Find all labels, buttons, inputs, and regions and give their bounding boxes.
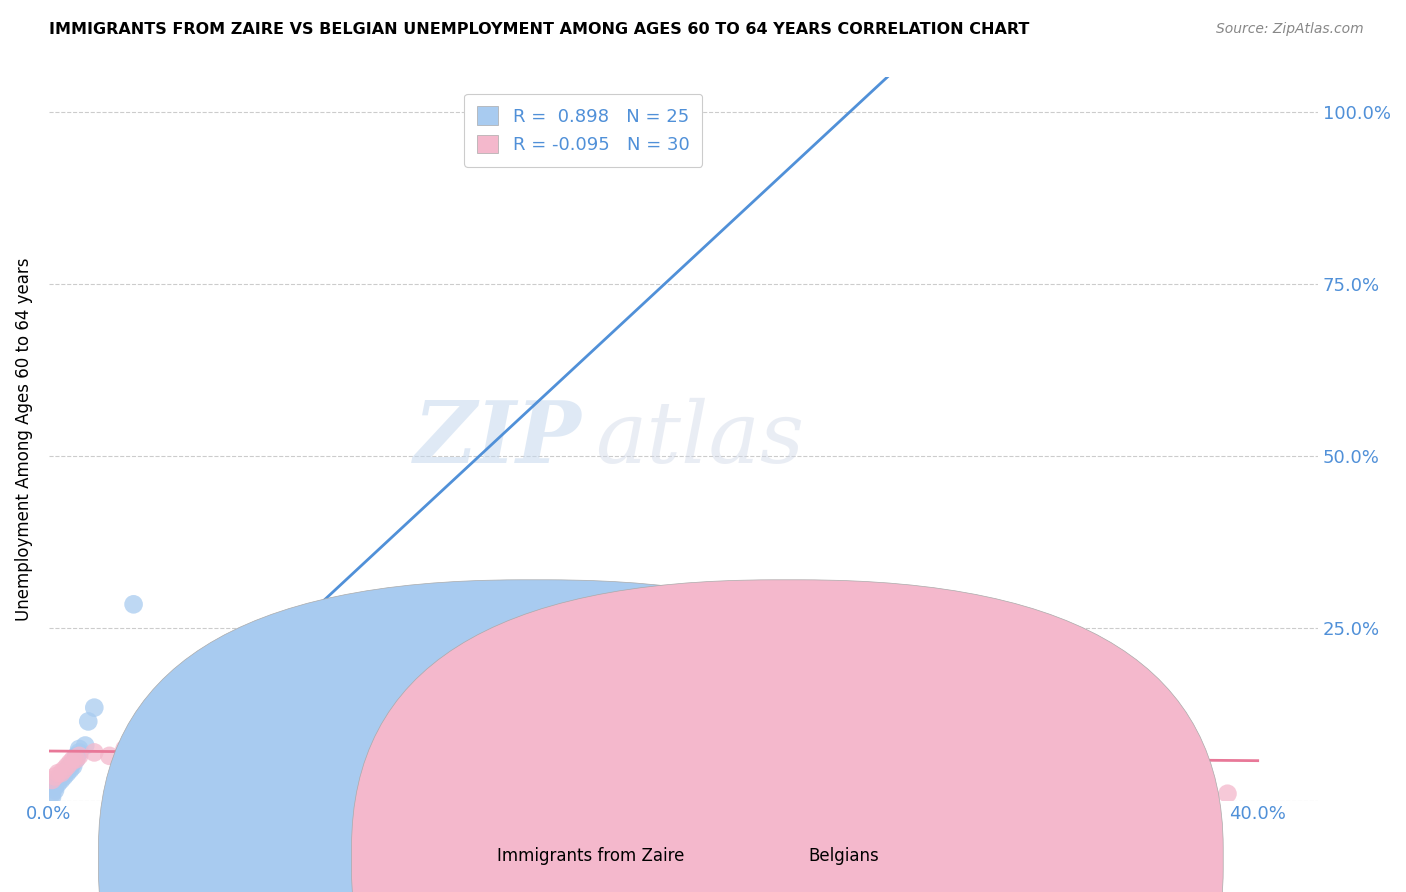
Point xyxy=(59,763,82,777)
Point xyxy=(53,763,76,777)
Point xyxy=(67,746,90,760)
Point xyxy=(67,748,90,763)
Point xyxy=(83,746,105,760)
Point xyxy=(53,766,76,780)
Y-axis label: Unemployment Among Ages 60 to 64 years: Unemployment Among Ages 60 to 64 years xyxy=(15,257,32,621)
Point xyxy=(41,790,63,805)
Point xyxy=(59,756,82,770)
Point xyxy=(65,752,87,766)
Text: Source: ZipAtlas.com: Source: ZipAtlas.com xyxy=(1216,22,1364,37)
Point xyxy=(44,770,66,784)
Point xyxy=(219,704,242,718)
Point xyxy=(793,752,815,766)
Point xyxy=(46,766,69,780)
Point xyxy=(65,748,87,763)
Legend: R =  0.898   N = 25, R = -0.095   N = 30: R = 0.898 N = 25, R = -0.095 N = 30 xyxy=(464,94,702,167)
Point xyxy=(56,763,79,777)
Point xyxy=(53,770,76,784)
Point xyxy=(46,772,69,787)
Point xyxy=(44,780,66,794)
Point xyxy=(44,783,66,797)
Text: IMMIGRANTS FROM ZAIRE VS BELGIAN UNEMPLOYMENT AMONG AGES 60 TO 64 YEARS CORRELAT: IMMIGRANTS FROM ZAIRE VS BELGIAN UNEMPLO… xyxy=(49,22,1029,37)
Point xyxy=(1216,787,1239,801)
Point xyxy=(98,748,121,763)
Point xyxy=(83,700,105,714)
Point xyxy=(41,787,63,801)
Text: atlas: atlas xyxy=(595,398,804,481)
Point xyxy=(49,770,72,784)
Point xyxy=(62,752,84,766)
Point xyxy=(49,772,72,787)
Text: Belgians: Belgians xyxy=(808,847,879,865)
Point xyxy=(56,759,79,773)
Text: Immigrants from Zaire: Immigrants from Zaire xyxy=(496,847,685,865)
Point xyxy=(188,739,211,753)
Point xyxy=(49,766,72,780)
Point xyxy=(62,759,84,773)
Point xyxy=(643,746,665,760)
Point xyxy=(159,739,181,753)
Point xyxy=(67,742,90,756)
Point xyxy=(370,704,392,718)
Point xyxy=(41,772,63,787)
Point xyxy=(114,742,136,756)
Point xyxy=(703,742,725,756)
Point xyxy=(77,714,100,729)
Point xyxy=(56,766,79,780)
Point xyxy=(59,759,82,773)
Point xyxy=(62,756,84,770)
Point xyxy=(1095,752,1118,766)
Text: ZIP: ZIP xyxy=(415,397,582,481)
Point xyxy=(249,697,271,711)
Point xyxy=(430,697,453,711)
Point xyxy=(46,776,69,790)
Point xyxy=(491,746,513,760)
Point xyxy=(75,739,97,753)
Point xyxy=(582,739,605,753)
Point xyxy=(122,597,145,611)
Point xyxy=(280,704,302,718)
Point xyxy=(945,759,967,773)
Point xyxy=(340,711,363,725)
Point xyxy=(65,752,87,766)
Point xyxy=(128,746,150,760)
